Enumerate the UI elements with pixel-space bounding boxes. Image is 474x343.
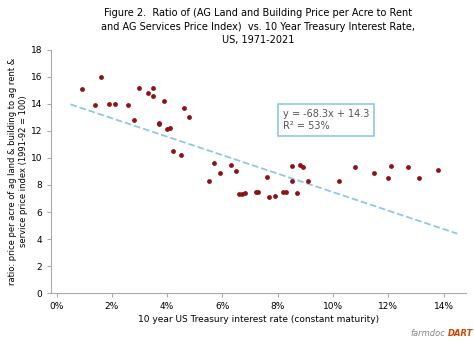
Text: farmdoc: farmdoc [410, 329, 446, 338]
Title: Figure 2.  Ratio of (AG Land and Building Price per Acre to Rent
and AG Services: Figure 2. Ratio of (AG Land and Building… [101, 8, 415, 45]
Point [288, 163, 295, 169]
Point [79, 86, 86, 92]
Point [255, 189, 262, 194]
Point [161, 98, 168, 104]
Point [155, 120, 163, 126]
Point [263, 174, 271, 180]
Text: y = -68.3x + 14.3
R² = 53%: y = -68.3x + 14.3 R² = 53% [283, 109, 370, 131]
Point [205, 178, 212, 184]
Point [415, 176, 422, 181]
Point [155, 121, 163, 127]
Point [384, 176, 392, 181]
Point [282, 189, 290, 194]
Point [288, 178, 295, 184]
X-axis label: 10 year US Treasury interest rate (constant maturity): 10 year US Treasury interest rate (const… [138, 315, 379, 324]
Point [130, 117, 138, 123]
Point [404, 165, 411, 170]
Point [387, 163, 395, 169]
Point [241, 190, 248, 196]
Point [235, 192, 243, 197]
Point [136, 85, 143, 90]
Y-axis label: ratio: price per acre of ag land & building to ag rent &
service price index (19: ratio: price per acre of ag land & build… [9, 58, 28, 285]
Text: DART: DART [448, 329, 474, 338]
Point [144, 90, 152, 96]
Point [185, 115, 193, 120]
Point [351, 165, 359, 170]
Point [91, 103, 99, 108]
Point [238, 192, 246, 197]
Point [299, 165, 306, 170]
Point [304, 178, 312, 184]
Point [180, 105, 188, 110]
Point [293, 190, 301, 196]
Point [434, 167, 442, 173]
Point [164, 127, 171, 132]
Point [177, 152, 185, 158]
Point [210, 161, 218, 166]
Point [149, 93, 157, 98]
Point [232, 169, 240, 174]
Point [125, 103, 132, 108]
Point [216, 170, 223, 176]
Point [296, 162, 304, 167]
Point [105, 101, 113, 107]
Point [149, 85, 157, 90]
Point [371, 170, 378, 176]
Point [111, 101, 118, 107]
Point [227, 162, 235, 167]
Point [169, 149, 176, 154]
Point [97, 74, 105, 80]
Point [280, 189, 287, 194]
Point [271, 193, 279, 199]
Point [166, 126, 173, 131]
Point [335, 178, 342, 184]
Point [265, 194, 273, 200]
Point [252, 189, 259, 194]
